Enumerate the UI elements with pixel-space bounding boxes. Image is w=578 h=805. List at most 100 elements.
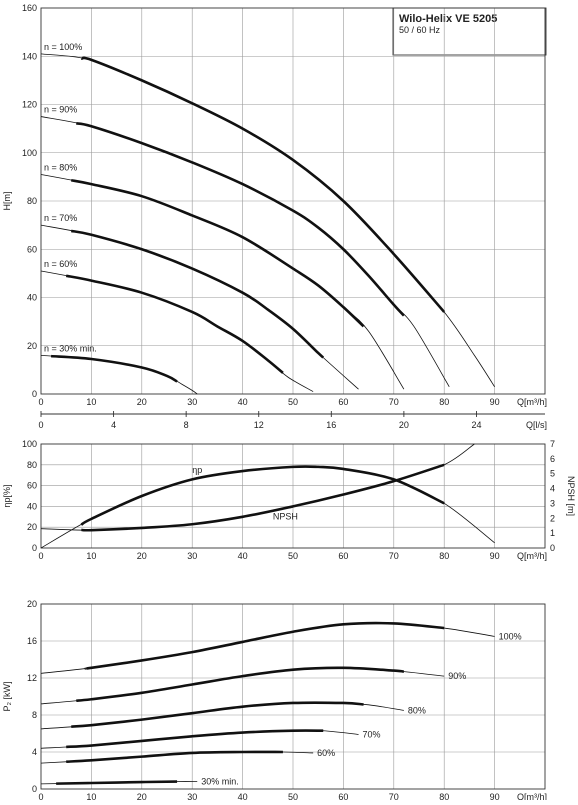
y-axis-label: H[m] (2, 192, 12, 211)
y-tick-label: 80 (27, 196, 37, 206)
series-label: ηp (192, 465, 202, 475)
x-tick-label: 0 (38, 551, 43, 561)
x-tick-label: 80 (439, 792, 449, 800)
y-tick-label: 0 (32, 543, 37, 553)
series-operating-range-2-5 (56, 780, 178, 785)
x-tick-label: 0 (38, 397, 43, 407)
series-line-0-3 (40, 224, 359, 390)
chart-subtitle: 50 / 60 Hz (399, 25, 441, 35)
x-axis-label: Q[m³/h] (517, 397, 547, 407)
y-tick-label: 40 (27, 501, 37, 511)
series-line-0-5 (40, 355, 198, 395)
y-tick-label: 20 (27, 341, 37, 351)
series-operating-range-2-3 (66, 729, 324, 749)
series-label: 30% min. (201, 777, 239, 787)
series-label: NPSH (273, 511, 298, 521)
secondary-y-tick-label: 3 (550, 498, 555, 508)
plot-frame (40, 603, 546, 790)
series-operating-range-0-4 (65, 274, 284, 374)
x-tick-label: 40 (238, 551, 248, 561)
x-tick-label: 0 (38, 792, 43, 800)
x-tick-label: 10 (86, 551, 96, 561)
secondary-x-tick-label: 12 (254, 420, 264, 430)
y-axis-label: P₂ [kW] (2, 682, 12, 712)
chart-title: Wilo-Helix VE 5205 (399, 13, 497, 25)
secondary-x-axis-label: Q[l/s] (526, 420, 547, 430)
x-axis-label: Q[m³/h] (517, 792, 547, 800)
y-tick-label: 16 (27, 636, 37, 646)
x-tick-label: 70 (389, 397, 399, 407)
x-tick-label: 80 (439, 397, 449, 407)
series-line-1-0 (40, 466, 495, 549)
series-operating-range-0-1 (76, 122, 405, 317)
series-operating-range-1-0 (80, 465, 445, 526)
y-tick-label: 80 (27, 460, 37, 470)
x-tick-label: 10 (86, 792, 96, 800)
secondary-x-tick-label: 8 (184, 420, 189, 430)
x-tick-label: 20 (137, 397, 147, 407)
x-tick-label: 10 (86, 397, 96, 407)
plot-frame (40, 443, 546, 549)
secondary-y-tick-label: 0 (550, 543, 555, 553)
x-tick-label: 90 (490, 551, 500, 561)
x-tick-label: 90 (490, 792, 500, 800)
series-label: 100% (499, 631, 522, 641)
y-tick-label: 160 (22, 3, 37, 13)
series-line-0-1 (40, 116, 450, 387)
series-label: n = 80% (44, 162, 77, 172)
series-label: 60% (317, 748, 335, 758)
series-operating-range-2-4 (66, 750, 283, 764)
secondary-y-tick-label: 5 (550, 469, 555, 479)
secondary-x-tick-label: 20 (399, 420, 409, 430)
x-tick-label: 90 (490, 397, 500, 407)
y-tick-label: 60 (27, 244, 37, 254)
x-tick-label: 70 (389, 551, 399, 561)
y-tick-label: 0 (32, 784, 37, 794)
x-tick-label: 30 (187, 792, 197, 800)
series-operating-range-2-0 (84, 621, 445, 670)
secondary-y-tick-label: 2 (550, 513, 555, 523)
series-operating-range-0-3 (70, 229, 325, 359)
plot-frame (40, 7, 546, 395)
series-label: 90% (448, 671, 466, 681)
secondary-x-tick-label: 16 (326, 420, 336, 430)
x-tick-label: 50 (288, 792, 298, 800)
x-tick-label: 20 (137, 792, 147, 800)
y-tick-label: 12 (27, 673, 37, 683)
secondary-y-tick-label: 1 (550, 528, 555, 538)
y-tick-label: 20 (27, 522, 37, 532)
x-tick-label: 50 (288, 551, 298, 561)
series-operating-range-2-2 (71, 701, 364, 728)
x-axis-label: Q[m³/h] (517, 551, 547, 561)
x-tick-label: 80 (439, 551, 449, 561)
series-label: n = 60% (44, 259, 77, 269)
y-tick-label: 8 (32, 710, 37, 720)
series-label: n = 100% (44, 42, 82, 52)
title-box (392, 7, 547, 56)
y-axis-label: ηp[%] (2, 484, 12, 507)
series-line-0-4 (40, 270, 314, 392)
series-operating-range-1-1 (81, 463, 445, 532)
y-tick-label: 120 (22, 100, 37, 110)
y-tick-label: 60 (27, 481, 37, 491)
secondary-x-tick-label: 24 (471, 420, 481, 430)
secondary-y-tick-label: 4 (550, 484, 555, 494)
series-label: n = 30% min. (44, 343, 97, 353)
x-tick-label: 70 (389, 792, 399, 800)
y-tick-label: 140 (22, 51, 37, 61)
secondary-y-axis-label: NPSH [m] (566, 476, 576, 516)
series-operating-range-0-2 (70, 178, 365, 328)
series-operating-range-0-0 (81, 56, 446, 313)
series-label: n = 90% (44, 105, 77, 115)
secondary-y-tick-label: 6 (550, 454, 555, 464)
x-tick-label: 20 (137, 551, 147, 561)
series-label: 70% (363, 729, 381, 739)
secondary-y-tick-label: 7 (550, 439, 555, 449)
x-tick-label: 60 (338, 551, 348, 561)
secondary-x-tick-label: 0 (38, 420, 43, 430)
series-operating-range-0-5 (50, 354, 178, 383)
x-tick-label: 40 (238, 397, 248, 407)
series-label: 80% (408, 705, 426, 715)
